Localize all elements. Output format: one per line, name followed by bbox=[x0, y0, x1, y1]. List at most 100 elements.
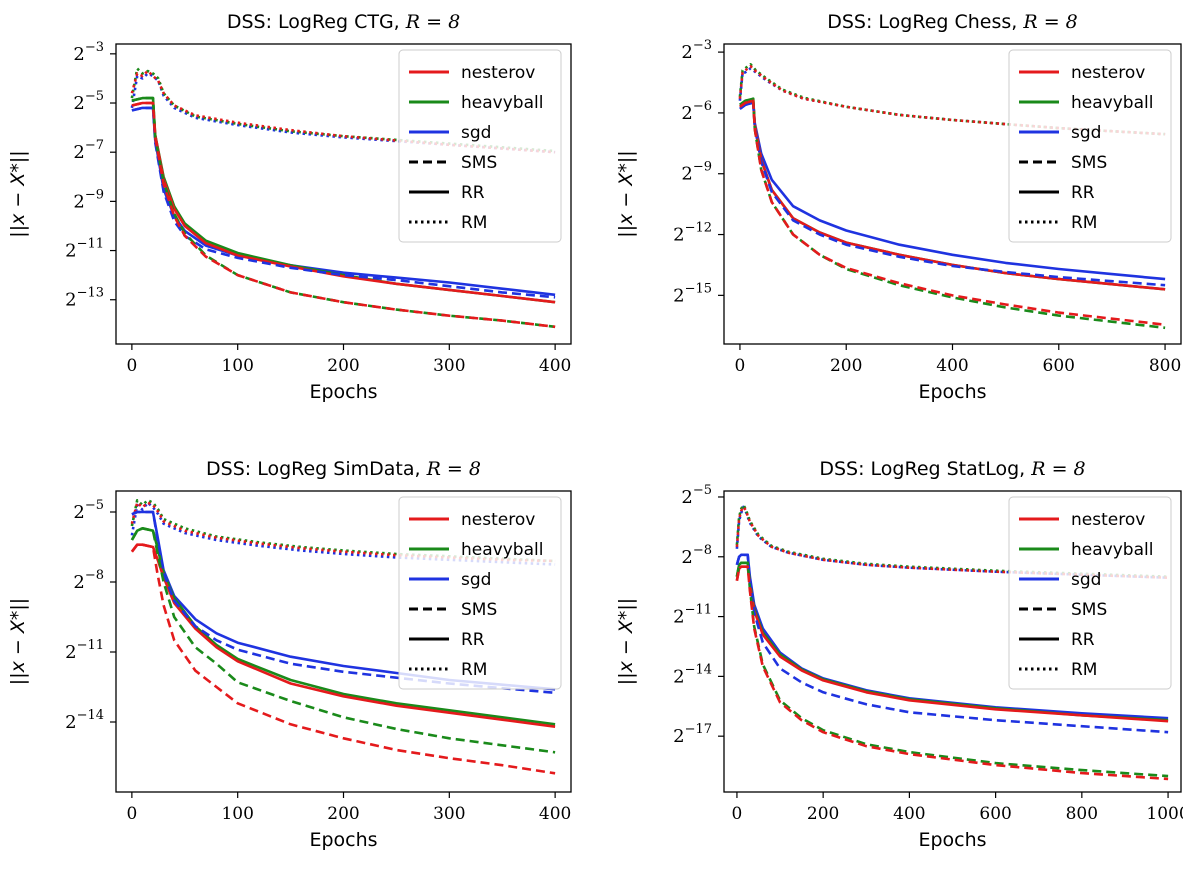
y-tick-label: 2−3 bbox=[73, 40, 104, 65]
legend: nesterov heavyball sgd SMS RR RM bbox=[398, 496, 562, 690]
y-tick-base: 2 bbox=[73, 142, 84, 163]
y-tick-exponent: −3 bbox=[693, 38, 712, 53]
chart-title-text: DSS: LogReg CTG, bbox=[227, 11, 406, 33]
y-tick-label: 2−13 bbox=[65, 286, 104, 311]
legend: nesterov heavyball sgd SMS RR RM bbox=[1008, 496, 1172, 690]
y-tick-exponent: −12 bbox=[685, 221, 712, 236]
legend-box bbox=[1008, 496, 1172, 690]
legend-label-rm: RM bbox=[1071, 213, 1097, 233]
legend-label-rm: RM bbox=[461, 660, 487, 680]
y-tick-exponent: −17 bbox=[685, 722, 712, 737]
legend-label-heavyball: heavyball bbox=[461, 540, 543, 560]
y-tick-label: 2−15 bbox=[673, 281, 712, 306]
x-tick-label: 0 bbox=[126, 356, 137, 376]
y-tick-base: 2 bbox=[681, 164, 692, 185]
legend-label-rr: RR bbox=[1071, 630, 1095, 650]
series-line-heavyball-rm bbox=[738, 63, 1166, 136]
y-tick-exponent: −14 bbox=[685, 662, 712, 677]
y-tick-base: 2 bbox=[681, 487, 692, 508]
y-tick-exponent: −5 bbox=[85, 498, 104, 513]
chart-title-math: R = 8 bbox=[426, 458, 481, 480]
y-axis-label: ||x − X*|| bbox=[615, 598, 637, 685]
y-tick-base: 2 bbox=[673, 607, 684, 628]
chart-title: DSS: LogReg Chess, R = 8 bbox=[827, 11, 1078, 33]
x-tick-label: 200 bbox=[830, 356, 862, 376]
x-tick-label: 200 bbox=[327, 804, 359, 824]
y-tick-label: 2−14 bbox=[65, 708, 104, 733]
x-tick-label: 1000 bbox=[1146, 804, 1183, 824]
chart-title: DSS: LogReg StatLog, R = 8 bbox=[819, 458, 1085, 480]
y-tick-base: 2 bbox=[681, 42, 692, 63]
y-tick-base: 2 bbox=[673, 666, 684, 687]
y-axis-label: ||x − X*|| bbox=[7, 150, 29, 237]
x-tick-label: 0 bbox=[735, 356, 746, 376]
x-tick-label: 800 bbox=[1066, 804, 1098, 824]
y-tick-exponent: −11 bbox=[77, 638, 104, 653]
legend-label-sgd: sgd bbox=[1071, 123, 1101, 143]
legend-box bbox=[398, 49, 562, 243]
series-line-nesterov-rm bbox=[738, 65, 1166, 136]
series-line-heavyball-rm bbox=[130, 498, 556, 563]
series-line-sgd-sms bbox=[739, 101, 1166, 287]
y-tick-label: 2−3 bbox=[681, 38, 712, 63]
x-tick-label: 400 bbox=[936, 356, 968, 376]
y-tick-exponent: −8 bbox=[85, 568, 104, 583]
series-line-nesterov-sms bbox=[130, 543, 556, 775]
y-tick-label: 2−14 bbox=[673, 662, 712, 687]
legend-label-sms: SMS bbox=[1071, 600, 1107, 620]
x-tick-label: 600 bbox=[1043, 356, 1075, 376]
y-tick-exponent: −15 bbox=[685, 281, 712, 296]
series-line-nesterov-rm bbox=[130, 501, 556, 563]
x-axis-label: Epochs bbox=[918, 381, 986, 403]
chart-title-math: R = 8 bbox=[1030, 458, 1085, 480]
y-tick-label: 2−6 bbox=[681, 99, 712, 124]
legend: nesterov heavyball sgd SMS RR RM bbox=[398, 49, 562, 243]
legend-label-rr: RR bbox=[1071, 183, 1095, 203]
chart-title-math: R = 8 bbox=[1022, 11, 1077, 33]
y-tick-exponent: −7 bbox=[85, 138, 104, 153]
y-tick-label: 2−11 bbox=[65, 638, 104, 663]
legend-label-nesterov: nesterov bbox=[461, 510, 535, 530]
y-tick-label: 2−11 bbox=[65, 237, 104, 262]
legend: nesterov heavyball sgd SMS RR RM bbox=[1008, 49, 1172, 243]
x-tick-label: 0 bbox=[732, 804, 743, 824]
legend-label-nesterov: nesterov bbox=[1071, 63, 1145, 83]
y-tick-base: 2 bbox=[73, 44, 84, 65]
y-tick-base: 2 bbox=[65, 290, 76, 311]
series-line-nesterov-sms bbox=[735, 565, 1169, 781]
legend-label-rr: RR bbox=[461, 630, 485, 650]
series-line-heavyball-sms bbox=[130, 526, 556, 754]
x-axis-label: Epochs bbox=[309, 381, 377, 403]
series-line-nesterov-rm bbox=[130, 69, 556, 154]
y-tick-base: 2 bbox=[681, 547, 692, 568]
legend-label-sms: SMS bbox=[1071, 153, 1107, 173]
chart-panel-4: DSS: LogReg StatLog, R = 8 0 200 400 600 800 1… bbox=[615, 458, 1183, 851]
y-axis-label: ||x − X*|| bbox=[615, 150, 637, 237]
y-tick-label: 2−9 bbox=[73, 187, 104, 212]
y-tick-label: 2−5 bbox=[681, 483, 712, 508]
y-tick-label: 2−5 bbox=[73, 498, 104, 523]
x-tick-label: 100 bbox=[221, 356, 253, 376]
y-tick-exponent: −11 bbox=[77, 237, 104, 252]
legend-label-heavyball: heavyball bbox=[1071, 93, 1153, 113]
y-tick-label: 2−5 bbox=[73, 89, 104, 114]
series-line-nesterov-rm bbox=[735, 505, 1169, 579]
y-tick-label: 2−17 bbox=[673, 722, 712, 747]
legend-label-sgd: sgd bbox=[461, 570, 491, 590]
y-tick-base: 2 bbox=[73, 191, 84, 212]
y-tick-base: 2 bbox=[65, 712, 76, 733]
y-tick-label: 2−7 bbox=[73, 138, 104, 163]
y-tick-label: 2−9 bbox=[681, 160, 712, 185]
y-tick-base: 2 bbox=[65, 642, 76, 663]
legend-label-nesterov: nesterov bbox=[461, 63, 535, 83]
series-group bbox=[738, 63, 1166, 330]
legend-label-heavyball: heavyball bbox=[1071, 540, 1153, 560]
y-tick-base: 2 bbox=[681, 103, 692, 124]
x-tick-label: 400 bbox=[539, 804, 571, 824]
chart-panel-3: DSS: LogReg SimData, R = 8 0 100 200 300 400 2… bbox=[7, 458, 572, 851]
y-axis-label: ||x − X*|| bbox=[7, 598, 29, 685]
x-tick-label: 600 bbox=[979, 804, 1011, 824]
x-axis-label: Epochs bbox=[918, 829, 986, 851]
y-tick-exponent: −9 bbox=[693, 160, 712, 175]
